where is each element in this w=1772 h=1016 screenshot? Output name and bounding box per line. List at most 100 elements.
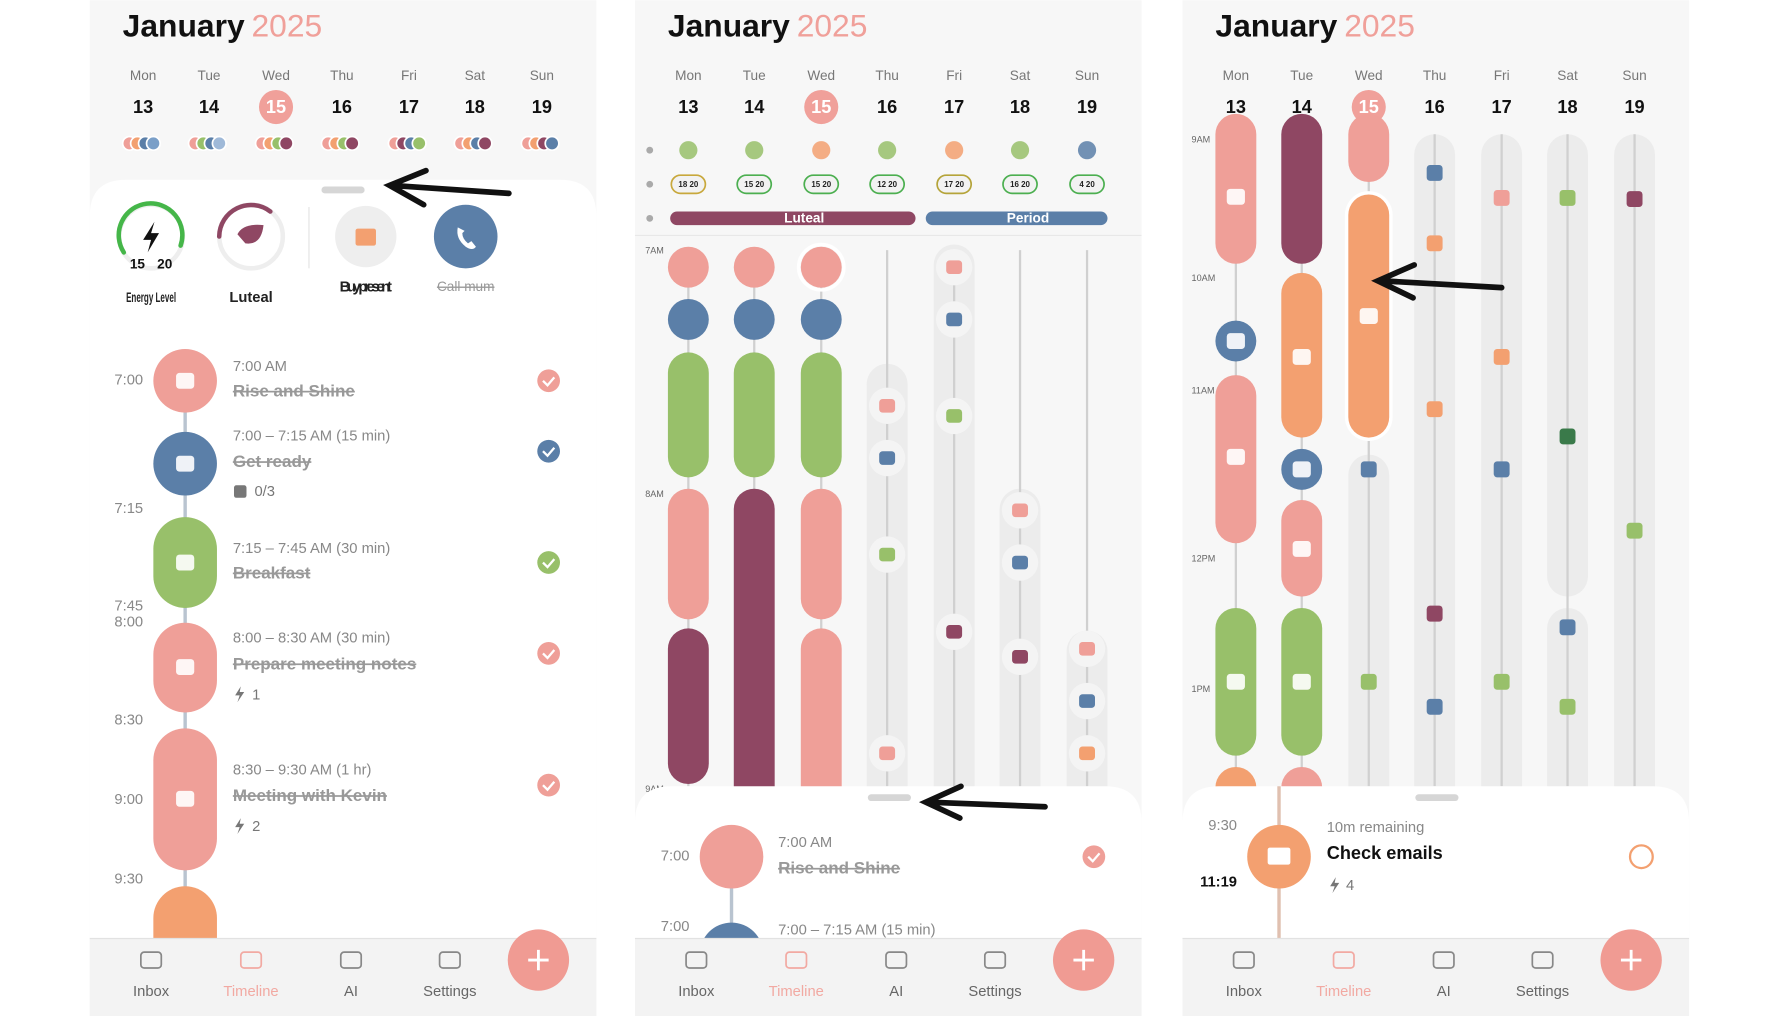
task-check — [537, 369, 560, 393]
nav-item: Settings — [1516, 984, 1569, 1000]
today-marker — [1351, 89, 1386, 125]
event-circle — [733, 298, 775, 340]
time-label: 7:00 — [661, 849, 690, 865]
energy-pill — [670, 174, 707, 195]
event-icon — [176, 455, 195, 472]
day-name: Sat — [1010, 68, 1031, 83]
nav-item: Settings — [423, 984, 476, 1000]
day-name: Sun — [1075, 68, 1099, 83]
event-circle — [733, 246, 775, 288]
event-icon — [946, 312, 963, 327]
event-icon — [1626, 191, 1643, 207]
row-icon — [646, 214, 654, 222]
nav-icon — [339, 951, 363, 969]
day-date: 17 — [399, 97, 419, 117]
event-pill — [1281, 113, 1323, 264]
nav-icon — [1432, 951, 1455, 969]
energy-pill — [803, 174, 840, 195]
day-event-dot — [211, 135, 227, 152]
todo-button — [433, 204, 498, 269]
day-date: 17 — [1492, 97, 1512, 117]
todo-label-done: Call mum — [437, 279, 495, 294]
time-label: 9:30 — [114, 871, 143, 887]
nav-icon — [139, 951, 163, 969]
event-icon — [946, 260, 963, 275]
check-mark — [542, 376, 556, 387]
phase-band — [670, 211, 916, 226]
event-icon — [1360, 673, 1377, 690]
task-check — [1082, 845, 1106, 869]
nav-icon — [885, 951, 908, 969]
hour-label: 11AM — [1192, 385, 1215, 395]
event-circle — [699, 824, 764, 889]
day-event-dot — [278, 135, 294, 152]
event-icon — [879, 746, 896, 761]
event-icon — [879, 547, 896, 562]
event-pill — [667, 628, 709, 785]
bottom-sheet — [1182, 786, 1690, 939]
day-todo-icon — [945, 141, 964, 160]
nav-item: AI — [889, 984, 903, 1000]
hour-label: 7AM — [645, 246, 664, 256]
day-date: 13 — [133, 97, 153, 117]
day-date: 19 — [532, 97, 552, 117]
check-mark — [542, 447, 556, 458]
event-icon — [946, 409, 963, 423]
day-event-dot — [411, 135, 427, 152]
day-date: 15 — [1359, 97, 1379, 117]
event-icon — [1626, 522, 1643, 539]
task-check — [537, 773, 560, 797]
today-marker — [804, 89, 839, 125]
task-title: Check emails — [1327, 843, 1443, 863]
day-date: 14 — [199, 97, 219, 117]
check-mark — [542, 649, 556, 660]
task-time: 7:00 – 7:15 AM (15 min) — [233, 428, 390, 444]
day-todo-icon — [1010, 141, 1030, 160]
time-remaining: 10m remaining — [1327, 820, 1425, 836]
day-name: Fri — [946, 68, 962, 83]
nav-item: Timeline — [769, 984, 824, 1000]
year: 2025 — [1344, 8, 1415, 44]
time-label: 9:30 — [1208, 818, 1237, 834]
time-label: 7:15 — [114, 501, 143, 517]
day-date: 19 — [1077, 97, 1097, 117]
current-time: 11:19 — [1200, 875, 1237, 891]
event-circle — [800, 246, 842, 288]
event-icon — [946, 624, 963, 639]
event-icon — [1292, 348, 1311, 365]
time-label: 8:00 — [114, 615, 143, 631]
phase-ring — [216, 202, 273, 239]
day-event-dot — [145, 135, 162, 152]
day-name: Mon — [130, 68, 157, 83]
annotation-arrow — [1371, 262, 1505, 301]
year: 2025 — [251, 8, 322, 44]
event-icon — [1292, 673, 1311, 690]
day-name: Wed — [1355, 68, 1383, 83]
event-icon — [1493, 461, 1510, 478]
check-mark — [542, 781, 556, 792]
phase-label: Luteal — [784, 211, 824, 226]
year: 2025 — [797, 8, 868, 44]
task-title: Breakfast — [233, 563, 311, 582]
month: January — [123, 8, 245, 44]
event-icon — [1292, 540, 1311, 557]
day-date: 15 — [266, 97, 286, 117]
phase-label: Period — [1007, 211, 1049, 226]
day-date: 14 — [744, 97, 764, 117]
energy-small-icon — [235, 686, 245, 703]
event-icon — [1012, 503, 1028, 518]
phase-label: Luteal — [229, 290, 272, 306]
task-time: 8:30 – 9:30 AM (1 hr) — [233, 762, 372, 778]
task-time: 8:00 – 8:30 AM (30 min) — [233, 631, 390, 647]
task-energy: 1 — [252, 687, 260, 703]
nav-item: Inbox — [1226, 984, 1263, 1000]
nav-item: AI — [344, 984, 358, 1000]
hour-label: 1PM — [1192, 684, 1211, 694]
energy-pill — [936, 174, 973, 195]
task-title: Meeting with Kevin — [233, 786, 387, 805]
today-marker — [258, 89, 294, 125]
nav-icon — [1332, 951, 1355, 969]
task-energy: 4 — [1346, 878, 1354, 894]
phone-icon — [457, 227, 476, 250]
